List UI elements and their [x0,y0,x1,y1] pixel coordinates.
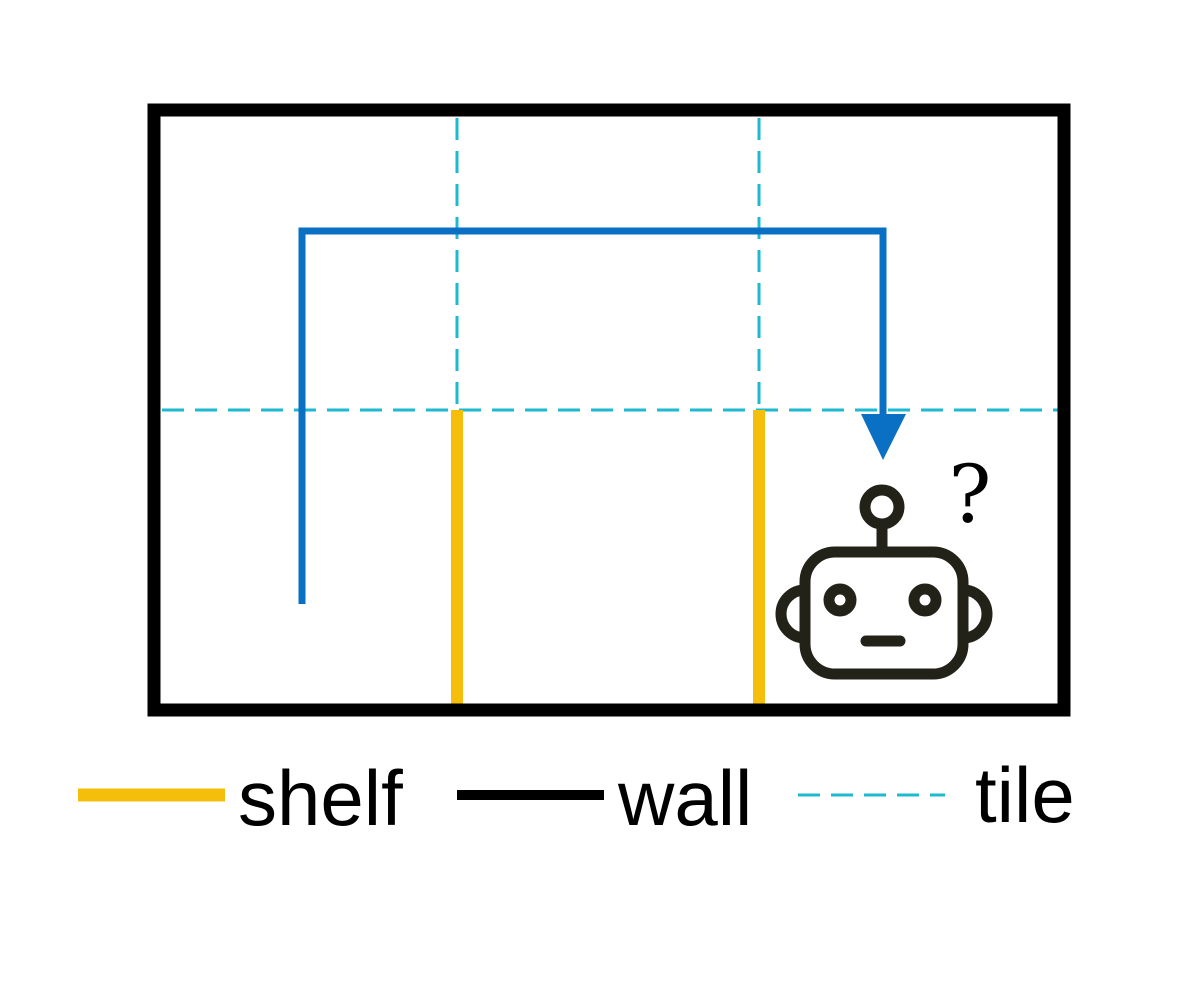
robot-ear-right [962,584,993,644]
legend-tile-label: tile [975,751,1075,839]
robot-ear-left [775,584,806,644]
question-mark: ? [949,448,992,541]
robot-head [799,546,969,680]
arrowhead-icon [861,414,906,460]
wall-boundary [147,103,1071,717]
robot-icon [775,484,993,680]
tile-grid [162,118,1058,412]
robot-antenna-ball [859,484,905,530]
shelves [451,410,765,708]
legend-wall-label: wall [617,754,752,842]
robot-eye-right [908,583,942,617]
legend-shelf-label: shelf [238,754,403,842]
robot-path [298,227,887,604]
legend: shelf wall tile [78,751,1075,842]
robot-eye-left [823,583,857,617]
